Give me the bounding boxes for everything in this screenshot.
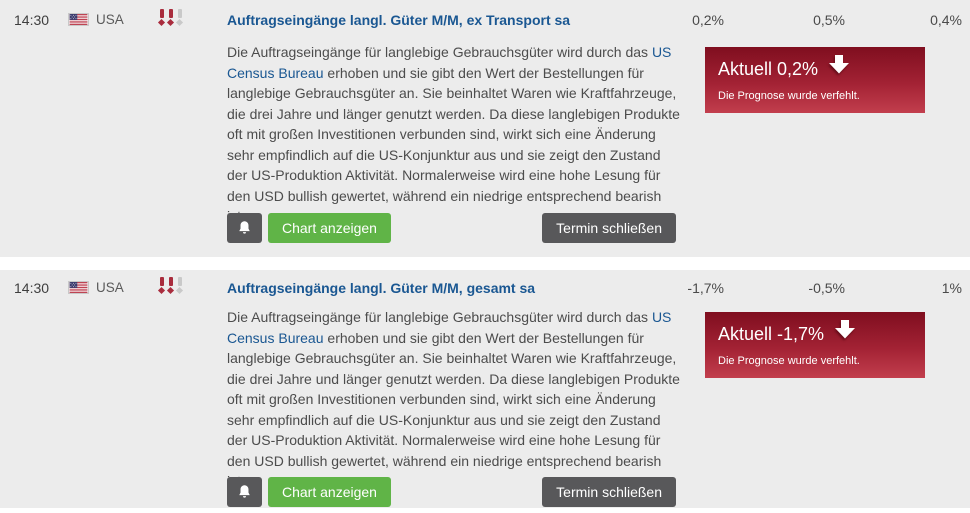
show-chart-button[interactable]: Chart anzeigen — [268, 213, 391, 243]
event-title-link[interactable]: Auftragseingänge langl. Güter M/M, gesam… — [227, 280, 536, 296]
previous-value: 0,4% — [930, 12, 962, 28]
importance-mark-icon — [175, 9, 184, 27]
actual-value: 0,2% — [692, 12, 724, 28]
actual-result-badge: Aktuell 0,2% Die Prognose wurde verfehlt… — [705, 47, 925, 113]
badge-note: Die Prognose wurde verfehlt. — [718, 90, 860, 102]
country-label: USA — [96, 12, 124, 27]
country: USA — [68, 12, 124, 27]
event-time: 14:30 — [14, 12, 50, 28]
event-actions: Chart anzeigen Termin schließen — [227, 213, 676, 243]
event-row: 14:30 USA Auftragseingänge langl. Güter … — [0, 0, 970, 257]
event-title-link[interactable]: Auftragseingänge langl. Güter M/M, ex Tr… — [227, 12, 571, 28]
forecast-value: -0,5% — [808, 280, 845, 296]
importance-mark-icon — [166, 9, 175, 27]
description-text: Die Auftragseingänge für langlebige Gebr… — [227, 309, 652, 325]
bell-icon — [239, 221, 250, 234]
bell-icon — [239, 485, 250, 498]
actual-value: -1,7% — [687, 280, 724, 296]
alert-bell-button[interactable] — [227, 213, 262, 243]
arrow-down-icon — [835, 320, 856, 339]
importance-mark-icon — [175, 277, 184, 295]
close-event-button[interactable]: Termin schließen — [542, 213, 676, 243]
importance-indicator — [157, 277, 184, 295]
badge-note: Die Prognose wurde verfehlt. — [718, 355, 860, 367]
arrow-down-icon — [829, 55, 850, 74]
census-bureau-link[interactable]: US Census Bureau — [227, 309, 672, 346]
actual-result-badge: Aktuell -1,7% Die Prognose wurde verfehl… — [705, 312, 925, 378]
event-description: Die Auftragseingänge für langlebige Gebr… — [227, 307, 683, 492]
close-event-button[interactable]: Termin schließen — [542, 477, 676, 507]
event-time: 14:30 — [14, 280, 50, 296]
previous-value: 1% — [941, 280, 962, 296]
forecast-value: 0,5% — [813, 12, 845, 28]
importance-indicator — [157, 9, 184, 27]
importance-mark-icon — [157, 9, 166, 27]
country: USA — [68, 280, 124, 295]
usa-flag-icon — [68, 13, 89, 26]
alert-bell-button[interactable] — [227, 477, 262, 507]
badge-title: Aktuell -1,7% — [718, 324, 825, 344]
importance-mark-icon — [166, 277, 175, 295]
description-text: erhoben und sie gibt den Wert der Bestel… — [227, 64, 680, 225]
country-label: USA — [96, 280, 124, 295]
event-actions: Chart anzeigen Termin schließen — [227, 477, 676, 507]
row-divider — [0, 257, 970, 270]
show-chart-button[interactable]: Chart anzeigen — [268, 477, 391, 507]
usa-flag-icon — [68, 281, 89, 294]
description-text: Die Auftragseingänge für langlebige Gebr… — [227, 44, 652, 60]
census-bureau-link[interactable]: US Census Bureau — [227, 44, 672, 81]
event-row: 14:30 USA Auftragseingänge langl. Güter … — [0, 270, 970, 508]
event-description: Die Auftragseingänge für langlebige Gebr… — [227, 42, 683, 227]
badge-title: Aktuell 0,2% — [718, 59, 819, 79]
description-text: erhoben und sie gibt den Wert der Bestel… — [227, 329, 680, 490]
importance-mark-icon — [157, 277, 166, 295]
